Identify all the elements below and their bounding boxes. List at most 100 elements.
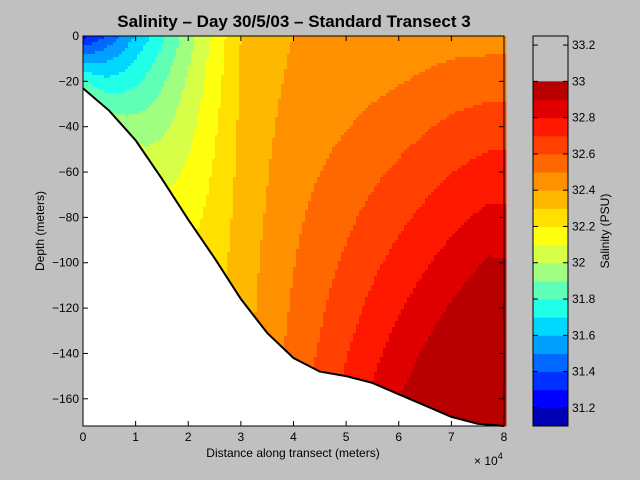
field-cell (482, 123, 486, 127)
field-cell (398, 39, 402, 43)
field-cell (488, 132, 492, 136)
field-cell (368, 111, 372, 115)
field-cell (134, 102, 138, 106)
field-cell (98, 63, 102, 67)
field-cell (440, 81, 444, 85)
field-cell (461, 105, 465, 109)
field-cell (344, 99, 348, 103)
field-cell (113, 48, 117, 52)
field-cell (329, 66, 333, 70)
field-cell (404, 105, 408, 109)
field-cell (413, 57, 417, 61)
field-cell (308, 111, 312, 115)
field-cell (188, 99, 192, 103)
field-cell (146, 129, 150, 133)
field-cell (200, 57, 204, 61)
field-cell (230, 69, 234, 73)
field-cell (452, 132, 456, 136)
field-cell (149, 132, 153, 136)
field-cell (290, 87, 294, 91)
field-cell (275, 123, 279, 127)
field-cell (188, 36, 192, 40)
field-cell (428, 39, 432, 43)
field-cell (134, 45, 138, 49)
field-cell (395, 138, 399, 142)
field-cell (398, 57, 402, 61)
field-cell (110, 102, 114, 106)
field-cell (398, 90, 402, 94)
field-cell (383, 54, 387, 58)
field-cell (431, 93, 435, 97)
field-cell (425, 54, 429, 58)
field-cell (149, 105, 153, 109)
field-cell (119, 36, 123, 40)
field-cell (224, 129, 228, 133)
field-cell (374, 57, 378, 61)
field-cell (302, 93, 306, 97)
field-cell (212, 66, 216, 70)
field-cell (281, 99, 285, 103)
field-cell (257, 57, 261, 61)
field-cell (239, 129, 243, 133)
field-cell (407, 72, 411, 76)
field-cell (227, 93, 231, 97)
field-cell (410, 84, 414, 88)
field-cell (242, 96, 246, 100)
field-cell (440, 96, 444, 100)
field-cell (455, 72, 459, 76)
field-cell (203, 75, 207, 79)
field-cell (185, 135, 189, 139)
field-cell (458, 69, 462, 73)
field-cell (182, 111, 186, 115)
field-cell (323, 36, 327, 40)
field-cell (113, 69, 117, 73)
field-cell (458, 93, 462, 97)
field-cell (353, 39, 357, 43)
field-cell (218, 108, 222, 112)
field-cell (293, 102, 297, 106)
field-cell (455, 129, 459, 133)
field-cell (200, 138, 204, 142)
field-cell (371, 126, 375, 130)
field-cell (407, 132, 411, 136)
field-cell (98, 84, 102, 88)
field-cell (122, 90, 126, 94)
field-cell (212, 78, 216, 82)
field-cell (278, 93, 282, 97)
field-cell (326, 72, 330, 76)
field-cell (428, 135, 432, 139)
field-cell (371, 102, 375, 106)
field-cell (197, 126, 201, 130)
field-cell (236, 111, 240, 115)
field-cell (368, 84, 372, 88)
field-cell (425, 48, 429, 52)
field-cell (467, 48, 471, 52)
field-cell (401, 36, 405, 40)
field-cell (467, 78, 471, 82)
field-cell (266, 93, 270, 97)
field-cell (191, 48, 195, 52)
field-cell (398, 123, 402, 127)
field-cell (428, 138, 432, 142)
field-cell (89, 42, 93, 46)
field-cell (254, 141, 258, 145)
field-cell (479, 129, 483, 133)
field-cell (302, 39, 306, 43)
field-cell (164, 123, 168, 127)
field-cell (176, 45, 180, 49)
field-cell (131, 117, 135, 121)
field-cell (470, 96, 474, 100)
field-cell (356, 138, 360, 142)
field-cell (209, 51, 213, 55)
field-cell (125, 54, 129, 58)
field-cell (293, 111, 297, 115)
field-cell (131, 57, 135, 61)
field-cell (437, 81, 441, 85)
field-cell (443, 39, 447, 43)
field-cell (164, 75, 168, 79)
field-cell (233, 120, 237, 124)
field-cell (95, 78, 99, 82)
field-cell (164, 102, 168, 106)
field-cell (221, 123, 225, 127)
field-cell (230, 42, 234, 46)
